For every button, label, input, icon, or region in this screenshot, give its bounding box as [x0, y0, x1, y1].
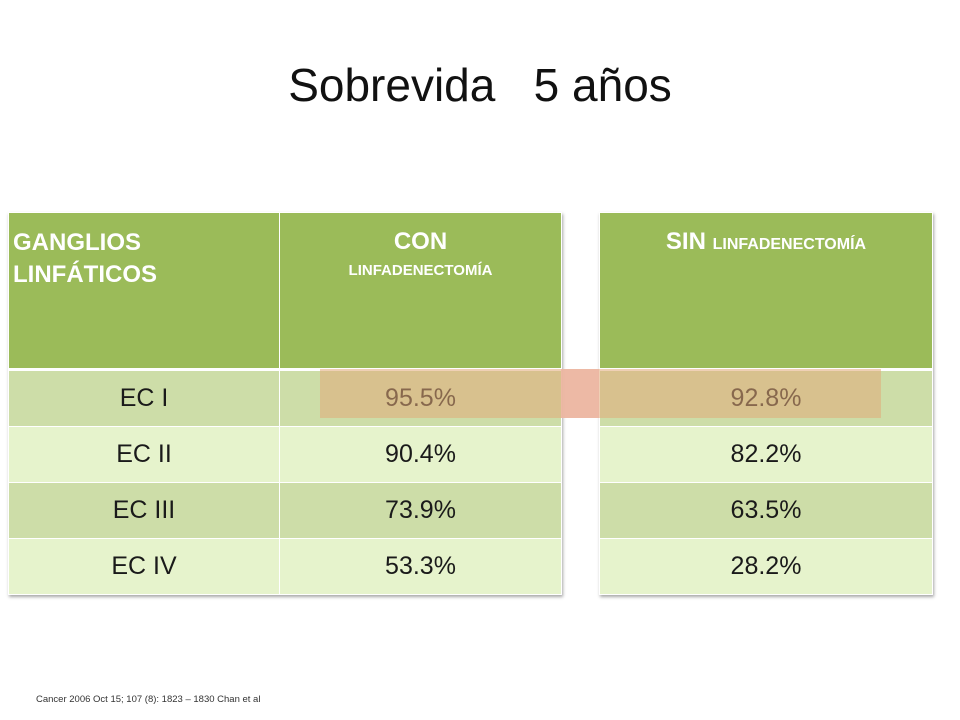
value-cell: 90.4%: [279, 426, 562, 483]
value-cell: 82.2%: [599, 426, 933, 483]
value-cell: 95.5%: [279, 369, 562, 427]
highlight-connector: [561, 369, 599, 418]
survival-table-with-lymphadenectomy: GANGLIOS LINFÁTICOS CON LINFADENECTOMÍA …: [8, 212, 562, 595]
stage-cell: EC IV: [8, 538, 280, 595]
survival-table-without-lymphadenectomy: SIN LINFADENECTOMÍA 92.8% 82.2% 63.5% 28…: [599, 212, 933, 595]
value-cell: 28.2%: [599, 538, 933, 595]
header-con-label: CON: [393, 228, 448, 255]
header-with-lymphadenectomy: CON LINFADENECTOMÍA: [279, 212, 562, 371]
header-without-lymphadenectomy: SIN LINFADENECTOMÍA: [599, 212, 933, 371]
value-cell: 92.8%: [599, 369, 933, 427]
table-row: 63.5%: [599, 482, 933, 539]
stage-cell: EC I: [8, 369, 280, 427]
header-sin-sub-label: LINFADENECTOMÍA: [712, 236, 867, 253]
stage-cell: EC III: [8, 482, 280, 539]
table-row: EC IV 53.3%: [8, 538, 562, 595]
stage-cell: EC II: [8, 426, 280, 483]
table-row: EC II 90.4%: [8, 426, 562, 483]
value-cell: 73.9%: [279, 482, 562, 539]
table-row: EC III 73.9%: [8, 482, 562, 539]
slide-title: Sobrevida 5 años: [288, 59, 672, 111]
table-row: EC I 95.5%: [8, 369, 562, 427]
table-row: 82.2%: [599, 426, 933, 483]
table-row: 28.2%: [599, 538, 933, 595]
header-sin-label: SIN: [665, 228, 706, 255]
citation: Cancer 2006 Oct 15; 107 (8): 1823 – 1830…: [36, 694, 261, 705]
value-cell: 63.5%: [599, 482, 933, 539]
header-lymph-nodes: GANGLIOS LINFÁTICOS: [8, 212, 280, 371]
table-row: 92.8%: [599, 369, 933, 427]
header-con-sub-label: LINFADENECTOMÍA: [348, 262, 493, 279]
value-cell: 53.3%: [279, 538, 562, 595]
